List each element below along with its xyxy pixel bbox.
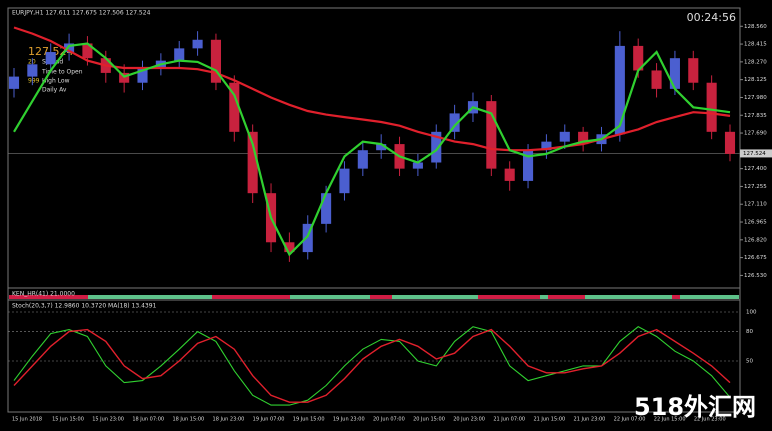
candle-body — [284, 242, 295, 253]
y-tick-label: 127.690 — [744, 131, 767, 137]
candle-body — [651, 70, 662, 89]
candle-body — [669, 58, 680, 89]
y-tick-label: 127.400 — [744, 166, 767, 172]
x-tick-label: 18 Jun 07:00 — [132, 417, 164, 423]
candle-body — [706, 82, 717, 132]
candle-body — [614, 45, 625, 135]
candle-body — [633, 45, 644, 71]
x-tick-label: 15 Jun 23:00 — [92, 417, 124, 423]
info-daily: Daily Av — [42, 87, 67, 94]
strip-seg — [680, 295, 739, 299]
y-tick-label: 126.530 — [744, 273, 767, 279]
candle-body — [504, 168, 515, 181]
strip-seg — [212, 295, 290, 299]
x-tick-label: 15 Jun 15:00 — [52, 417, 84, 423]
candle-body — [321, 193, 332, 224]
candle-body — [82, 43, 93, 59]
strip — [9, 295, 739, 299]
y-tick-label: 127.110 — [744, 202, 767, 208]
x-tick-label: 20 Jun 07:00 — [373, 417, 405, 423]
y-tick-label: 126.965 — [744, 220, 767, 226]
candle-body — [724, 131, 736, 154]
candle-body — [449, 113, 460, 132]
strip-seg — [392, 295, 478, 299]
candle-body — [376, 144, 387, 151]
strip-seg — [548, 295, 585, 299]
x-tick-label: 21 Jun 23:00 — [574, 417, 606, 423]
y-tick-label: 100 — [746, 310, 757, 316]
info-time: Time to Open — [41, 69, 83, 76]
x-tick-label: 15 Jun 2018 — [12, 417, 42, 423]
candle-body — [27, 64, 38, 77]
candle-body — [559, 131, 570, 142]
x-tick-label: 22 Jun 23:00 — [694, 417, 726, 423]
chart-title: EURJPY,H1 127.611 127.675 127.506 127.52… — [12, 10, 151, 17]
strip-title: KEN_HR(41) 21.0000 — [12, 291, 75, 298]
y-tick-label: 128.125 — [744, 77, 767, 83]
last-price-label: 127.524 — [743, 151, 766, 157]
x-tick-label: 19 Jun 07:00 — [253, 417, 285, 423]
watermark: 518外汇网 — [634, 393, 756, 421]
y-tick-label: 128.560 — [744, 24, 767, 30]
strip-seg — [370, 295, 392, 299]
y-tick-label: 126.820 — [744, 237, 767, 243]
candle-body — [541, 141, 552, 151]
candle-body — [210, 39, 221, 83]
strip-seg — [9, 295, 88, 299]
y-tick-label: 128.415 — [744, 42, 767, 48]
y-tick-label: 128.270 — [744, 59, 767, 65]
strip-seg — [478, 295, 540, 299]
last-price-box — [740, 149, 772, 158]
info-hl: High Low — [42, 78, 70, 85]
candle-body — [412, 162, 423, 169]
candle-body — [339, 168, 350, 194]
x-tick-label: 20 Jun 15:00 — [413, 417, 445, 423]
candle-body — [45, 52, 56, 65]
x-tick-label: 18 Jun 23:00 — [213, 417, 245, 423]
candle-body — [431, 131, 442, 163]
line-series — [13, 42, 731, 257]
y-tick-label: 127.255 — [744, 184, 767, 190]
candle-body — [137, 68, 148, 83]
strip-seg — [672, 295, 680, 299]
candle-body — [229, 82, 240, 132]
stoch-title: Stoch(20,3,7) 12.9860 10.3720 MA(18) 13.… — [12, 303, 157, 310]
x-tick-label: 22 Jun 15:00 — [654, 417, 686, 423]
candle-body — [486, 101, 497, 169]
line-series — [13, 26, 731, 152]
strip-seg — [585, 295, 672, 299]
strip-seg — [88, 295, 212, 299]
info-hl-value: 999 — [28, 78, 40, 85]
candle-body — [8, 76, 20, 89]
y-tick-label: 80 — [746, 329, 753, 335]
candle-body — [192, 39, 203, 49]
strip-seg — [540, 295, 548, 299]
line-series — [13, 326, 731, 406]
x-tick-label: 19 Jun 23:00 — [333, 417, 365, 423]
candle-body — [357, 150, 368, 169]
x-tick-label: 18 Jun 15:00 — [172, 417, 204, 423]
candle-body — [119, 72, 130, 83]
timer: 00:24:56 — [687, 11, 736, 24]
y-tick-label: 50 — [746, 359, 753, 365]
y-tick-label: 127.835 — [744, 113, 767, 119]
x-tick-label: 21 Jun 07:00 — [493, 417, 525, 423]
x-tick-label: 19 Jun 15:00 — [293, 417, 325, 423]
y-tick-label: 127.980 — [744, 95, 767, 101]
y-tick-label: 126.675 — [744, 255, 767, 261]
x-tick-label: 21 Jun 15:00 — [533, 417, 565, 423]
x-tick-label: 20 Jun 23:00 — [453, 417, 485, 423]
candle-body — [688, 58, 699, 83]
x-tick-label: 22 Jun 07:00 — [614, 417, 646, 423]
strip-seg — [290, 295, 370, 299]
candle-body — [302, 223, 313, 253]
stoch-frame — [7, 299, 741, 413]
candle-body — [523, 150, 534, 181]
candle-body — [247, 131, 258, 194]
candle-body — [174, 48, 185, 61]
candle-body — [578, 131, 589, 145]
line-series — [13, 328, 731, 403]
